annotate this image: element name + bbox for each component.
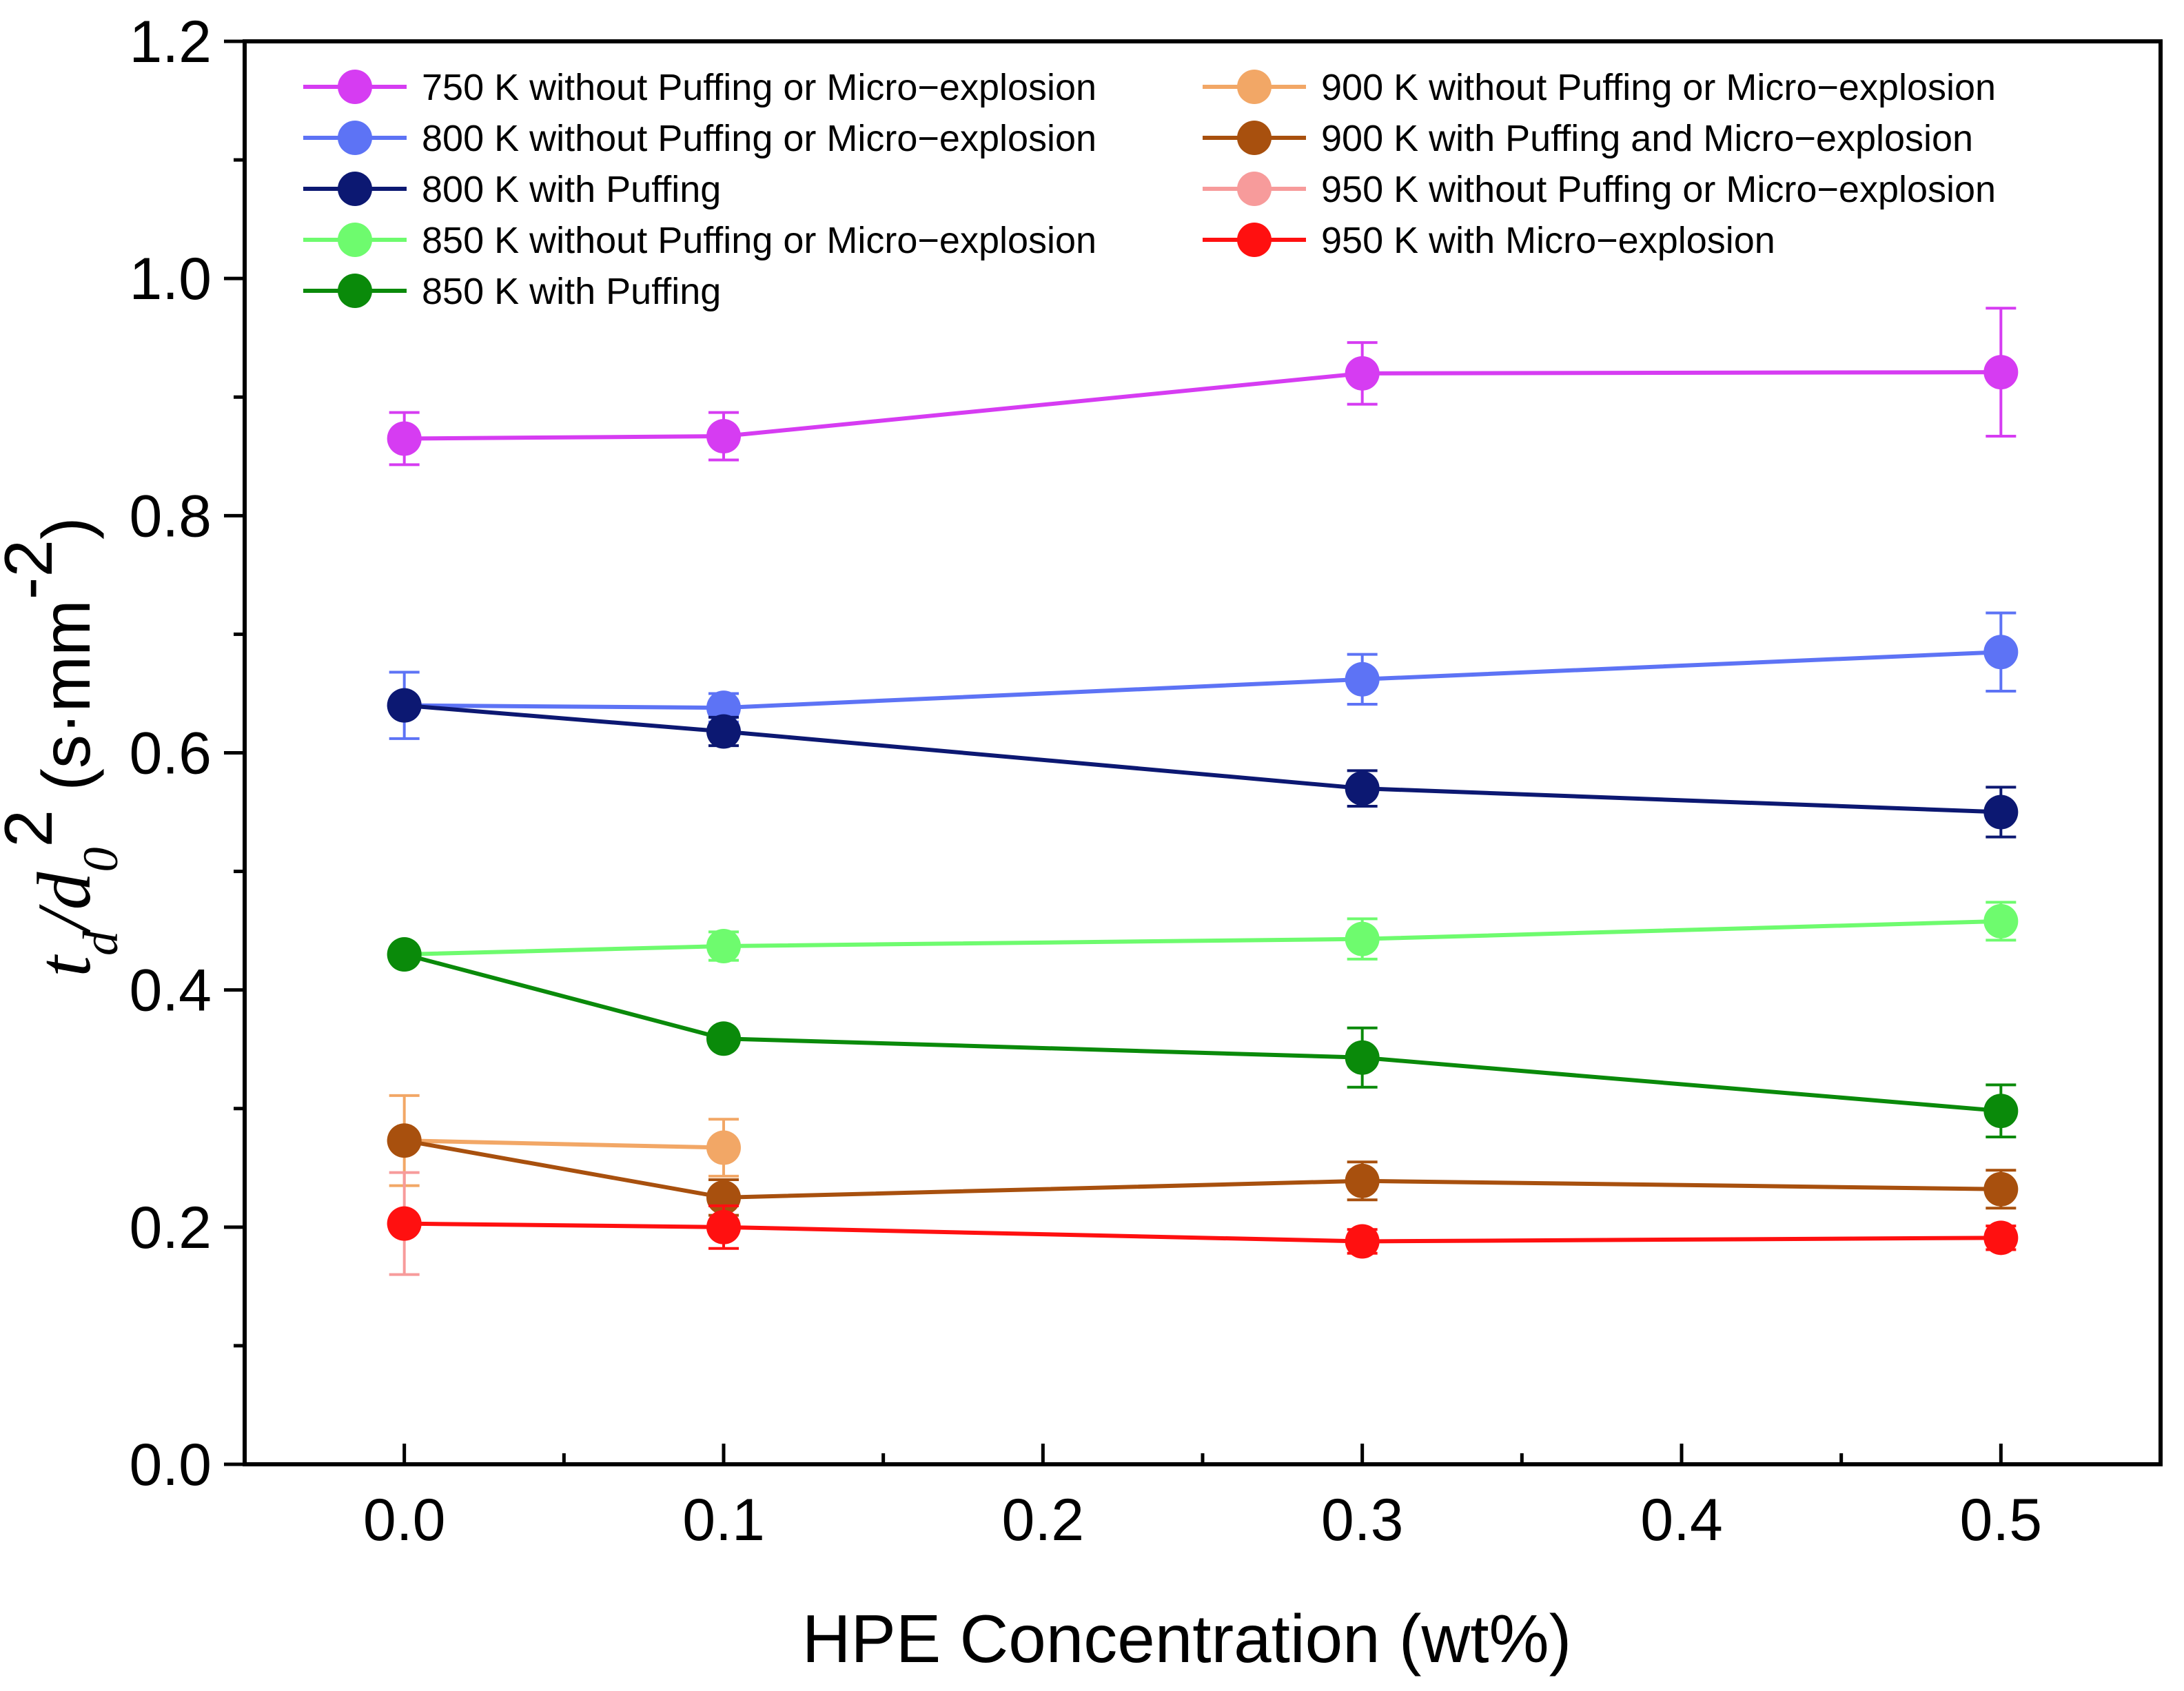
y-tick-label: 0.8 (129, 483, 212, 549)
x-tick-label: 0.0 (363, 1487, 446, 1553)
data-point (706, 1130, 741, 1165)
data-point (1983, 1094, 2019, 1129)
legend-label: 850 K without Puffing or Micro−explosion (422, 220, 1096, 261)
series-line (404, 650, 2001, 710)
legend-entry: 950 K without Puffing or Micro−explosion (1203, 169, 1996, 210)
x-tick-label: 0.2 (1002, 1487, 1085, 1553)
data-point (1345, 771, 1380, 806)
legend-label: 800 K with Puffing (422, 169, 721, 210)
series-line (404, 370, 2001, 441)
legend-marker (1237, 172, 1272, 206)
legend-marker (1237, 121, 1272, 155)
data-point (1983, 1171, 2019, 1207)
legend-marker (338, 70, 372, 104)
legend: 750 K without Puffing or Micro−explosion… (303, 67, 1996, 312)
data-point (706, 1021, 741, 1056)
axis-layer: 0.0 0.1 0.2 0.3 0.4 0.5 0.0 0.2 0.4 0.6 0.8 1.0 1.2 (129, 9, 2042, 1553)
y-tick-label: 1.0 (129, 246, 212, 312)
series-line (404, 1138, 2001, 1200)
data-point (1345, 921, 1380, 956)
legend-label: 750 K without Puffing or Micro−explosion (422, 67, 1096, 108)
x-tick-label: 0.3 (1321, 1487, 1404, 1553)
legend-label: 900 K without Puffing or Micro−explosion (1321, 67, 1996, 108)
data-point (1345, 1224, 1380, 1259)
legend-entry: 900 K with Puffing and Micro−explosion (1203, 118, 1973, 159)
y-axis-title: td/d02 (s·mm-2) (0, 517, 128, 976)
legend-entry: 800 K without Puffing or Micro−explosion (303, 118, 1096, 159)
legend-marker (338, 274, 372, 308)
legend-marker (338, 121, 372, 155)
legend-entry: 900 K without Puffing or Micro−explosion (1203, 67, 1996, 108)
y-tick-label: 0.4 (129, 958, 212, 1024)
data-point (387, 937, 422, 972)
legend-entry: 850 K without Puffing or Micro−explosion (303, 220, 1096, 261)
series-9 (387, 1204, 2019, 1259)
data-point (706, 1209, 741, 1244)
y-tick-label: 0.2 (129, 1195, 212, 1261)
series-line (403, 952, 2001, 1114)
data-point (1345, 1163, 1380, 1198)
data-point (387, 421, 422, 456)
data-point (1345, 1040, 1380, 1075)
series-3 (387, 688, 2019, 839)
series-line (404, 1221, 2001, 1244)
x-tick-label: 0.1 (682, 1487, 765, 1553)
data-point (1983, 355, 2019, 390)
data-point (706, 714, 741, 749)
legend-label: 900 K with Puffing and Micro−explosion (1321, 118, 1973, 159)
data-point (1983, 795, 2019, 830)
legend-entry: 750 K without Puffing or Micro−explosion (303, 67, 1096, 108)
data-point (387, 1123, 422, 1158)
y-tick-label: 1.2 (129, 9, 212, 75)
y-tick-label: 0.6 (129, 721, 212, 787)
series-line (404, 703, 2001, 814)
legend-label: 800 K without Puffing or Micro−explosion (422, 118, 1096, 159)
series-line (404, 919, 2001, 957)
series-layer (387, 307, 2019, 1276)
data-point (706, 928, 741, 963)
legend-entry: 800 K with Puffing (303, 169, 721, 210)
data-point (1983, 1220, 2019, 1256)
data-point (706, 419, 741, 454)
legend-entry: 950 K with Micro−explosion (1203, 220, 1775, 261)
data-point (1345, 356, 1380, 391)
legend-marker (338, 172, 372, 206)
legend-label: 950 K with Micro−explosion (1321, 220, 1775, 261)
legend-marker (1237, 70, 1272, 104)
legend-label: 950 K without Puffing or Micro−explosion (1321, 169, 1996, 210)
y-tick-label: 0.0 (129, 1432, 212, 1498)
x-tick-label: 0.4 (1640, 1487, 1723, 1553)
x-axis-title: HPE Concentration (wt%) (802, 1601, 1572, 1677)
data-point (1983, 635, 2019, 670)
series-5 (387, 937, 2019, 1139)
series-line (404, 1138, 724, 1150)
data-point (387, 1206, 422, 1241)
x-tick-label: 0.5 (1960, 1487, 2043, 1553)
legend-marker (338, 223, 372, 257)
legend-entry: 850 K with Puffing (303, 271, 721, 312)
series-1 (387, 307, 2019, 467)
data-point (387, 688, 422, 723)
legend-label: 850 K with Puffing (422, 271, 721, 312)
data-point (1983, 903, 2019, 939)
data-point (1345, 662, 1380, 697)
legend-marker (1237, 223, 1272, 257)
